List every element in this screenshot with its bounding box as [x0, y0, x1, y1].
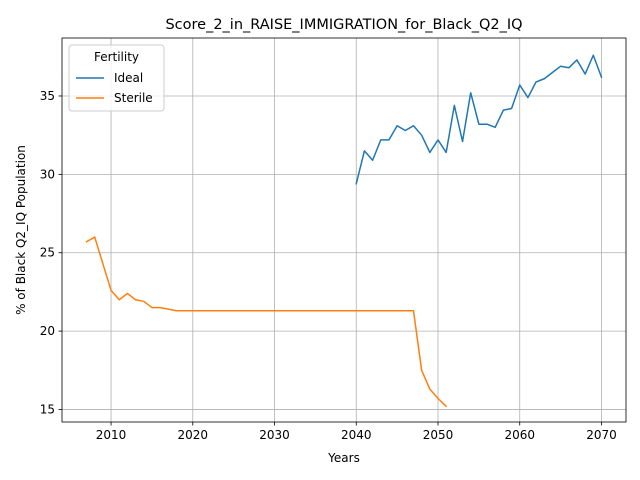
y-tick-label-15: 15	[40, 402, 55, 416]
grid-lines	[62, 38, 626, 422]
legend: Fertility Ideal Sterile	[68, 44, 165, 112]
y-axis-label: % of Black Q2_IQ Population	[14, 145, 28, 315]
legend-label-ideal: Ideal	[114, 71, 143, 85]
plot-frame	[61, 37, 627, 423]
legend-frame	[68, 44, 165, 112]
axis-ticks: 2010 2020 2030 2040 2050 2060 2070 15 20 25 30 35	[40, 89, 617, 442]
y-tick-label-20: 20	[40, 324, 55, 338]
series-line-sterile	[85, 236, 448, 408]
chart-title: Score_2_in_RAISE_IMMIGRATION_for_Black_Q…	[165, 17, 522, 33]
x-axis-label: Years	[327, 451, 360, 465]
x-tick-label-2070: 2070	[586, 428, 617, 442]
x-tick-label-2040: 2040	[341, 428, 372, 442]
legend-title: Fertility	[94, 50, 139, 64]
x-tick-label-2060: 2060	[504, 428, 535, 442]
x-tick-label-2020: 2020	[178, 428, 209, 442]
series-lines	[85, 54, 603, 408]
y-tick-label-35: 35	[40, 89, 55, 103]
x-tick-label-2010: 2010	[96, 428, 127, 442]
legend-label-sterile: Sterile	[114, 91, 153, 105]
x-tick-label-2050: 2050	[423, 428, 454, 442]
series-line-ideal	[355, 54, 603, 185]
x-tick-label-2030: 2030	[259, 428, 290, 442]
y-tick-label-30: 30	[40, 167, 55, 181]
y-tick-label-25: 25	[40, 246, 55, 260]
